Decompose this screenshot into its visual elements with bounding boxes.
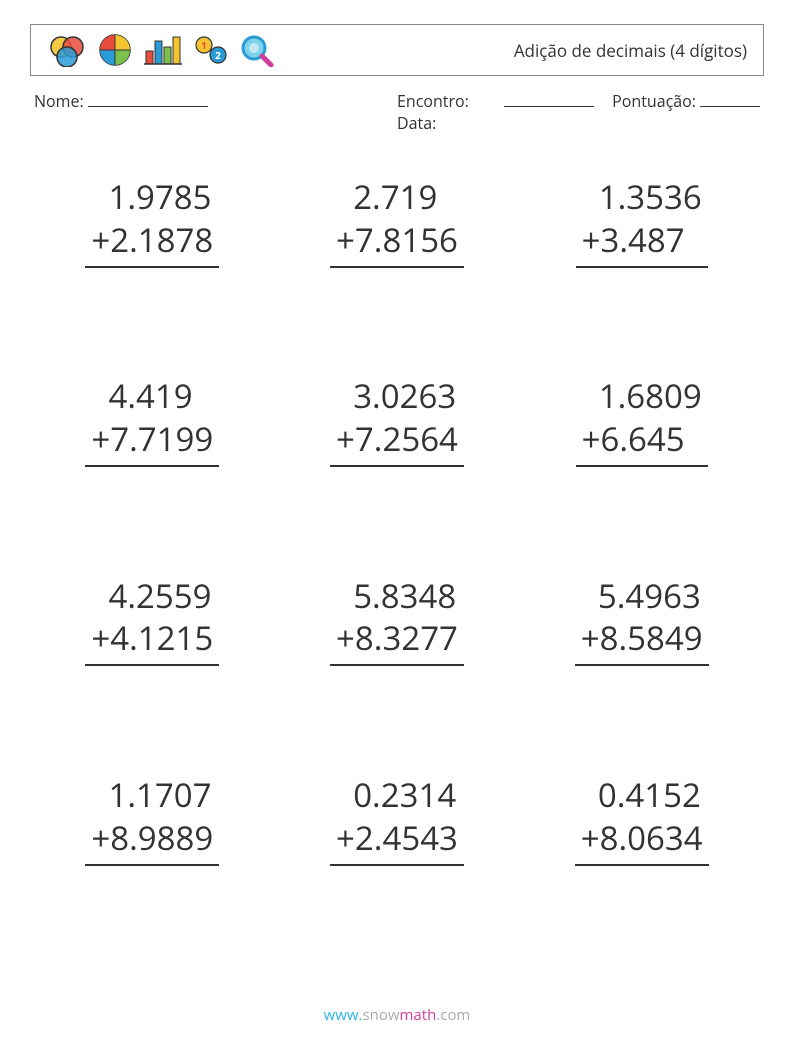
score-blank[interactable] xyxy=(700,92,760,107)
addend-top: 1.9785 xyxy=(85,176,219,219)
problem-1: 1.9785+2.1878 xyxy=(50,176,255,335)
sum-rule xyxy=(575,864,709,866)
footer-www: www xyxy=(324,1005,359,1025)
name-field: Nome: xyxy=(34,90,397,134)
footer-math: math xyxy=(400,1005,437,1025)
venn-small-icon: 1 2 xyxy=(193,33,229,67)
addend-bottom: +7.2564 xyxy=(330,418,464,461)
addend-bottom: +2.4543 xyxy=(330,817,464,860)
problem-stack: 4.419+7.7199 xyxy=(85,375,219,467)
problem-11: 0.2314+2.4543 xyxy=(295,774,500,933)
problem-stack: 4.2559+4.1215 xyxy=(85,575,219,667)
problem-stack: 2.719+7.8156 xyxy=(330,176,464,268)
problem-stack: 5.8348+8.3277 xyxy=(330,575,464,667)
sum-rule xyxy=(330,664,464,666)
problem-2: 2.719+7.8156 xyxy=(295,176,500,335)
addend-top: 2.719 xyxy=(330,176,464,219)
date-field: Encontro: Data: xyxy=(397,90,594,134)
addend-top: 1.3536 xyxy=(576,176,708,219)
sum-rule xyxy=(576,266,708,268)
sum-rule xyxy=(575,664,709,666)
score-label: Pontuação: xyxy=(612,90,696,112)
footer: www.snowmath.com xyxy=(0,1005,794,1025)
venn-circles-icon xyxy=(47,33,87,67)
addend-bottom: +6.645 xyxy=(576,418,708,461)
sum-rule xyxy=(85,465,219,467)
problem-stack: 5.4963+8.5849 xyxy=(575,575,709,667)
addend-bottom: +2.1878 xyxy=(85,219,219,262)
addend-top: 1.1707 xyxy=(85,774,219,817)
problem-stack: 1.6809+6.645 xyxy=(576,375,708,467)
footer-dotcom: .com xyxy=(436,1005,470,1025)
svg-text:1: 1 xyxy=(201,38,207,52)
magnifier-icon xyxy=(239,33,275,67)
sum-rule xyxy=(85,864,219,866)
problem-stack: 1.1707+8.9889 xyxy=(85,774,219,866)
addend-top: 0.4152 xyxy=(575,774,709,817)
addend-bottom: +8.9889 xyxy=(85,817,219,860)
problem-6: 1.6809+6.645 xyxy=(539,375,744,534)
sum-rule xyxy=(330,864,464,866)
header-icon-strip: 1 2 xyxy=(47,33,275,67)
addend-top: 4.2559 xyxy=(85,575,219,618)
addend-bottom: +8.0634 xyxy=(575,817,709,860)
problem-12: 0.4152+8.0634 xyxy=(539,774,744,933)
addend-top: 5.8348 xyxy=(330,575,464,618)
footer-snow: snow xyxy=(363,1005,400,1025)
problem-4: 4.419+7.7199 xyxy=(50,375,255,534)
addend-top: 3.0263 xyxy=(330,375,464,418)
sum-rule xyxy=(330,266,464,268)
addend-top: 0.2314 xyxy=(330,774,464,817)
pie-chart-icon xyxy=(97,33,133,67)
addend-bottom: +4.1215 xyxy=(85,617,219,660)
bar-chart-icon xyxy=(143,33,183,67)
worksheet-page: 1 2 Adição de decimais (4 dígitos) Nome:… xyxy=(0,0,794,1053)
addend-top: 1.6809 xyxy=(576,375,708,418)
addend-bottom: +8.5849 xyxy=(575,617,709,660)
addend-bottom: +3.487 xyxy=(576,219,708,262)
score-field: Pontuação: xyxy=(612,90,760,134)
addend-top: 5.4963 xyxy=(575,575,709,618)
addend-top: 4.419 xyxy=(85,375,219,418)
problem-10: 1.1707+8.9889 xyxy=(50,774,255,933)
addend-bottom: +8.3277 xyxy=(330,617,464,660)
addend-bottom: +7.7199 xyxy=(85,418,219,461)
problem-stack: 1.3536+3.487 xyxy=(576,176,708,268)
addend-bottom: +7.8156 xyxy=(330,219,464,262)
name-label: Nome: xyxy=(34,90,84,112)
worksheet-title: Adição de decimais (4 dígitos) xyxy=(514,39,747,62)
problem-8: 5.8348+8.3277 xyxy=(295,575,500,734)
problem-7: 4.2559+4.1215 xyxy=(50,575,255,734)
problem-3: 1.3536+3.487 xyxy=(539,176,744,335)
problem-9: 5.4963+8.5849 xyxy=(539,575,744,734)
problem-stack: 0.4152+8.0634 xyxy=(575,774,709,866)
sum-rule xyxy=(85,266,219,268)
problems-grid: 1.9785+2.1878 2.719+7.8156 1.3536+3.487 … xyxy=(30,146,764,1053)
sum-rule xyxy=(576,465,708,467)
sum-rule xyxy=(85,664,219,666)
problem-5: 3.0263+7.2564 xyxy=(295,375,500,534)
sum-rule xyxy=(330,465,464,467)
info-row: Nome: Encontro: Data: Pontuação: xyxy=(30,90,764,134)
problem-stack: 1.9785+2.1878 xyxy=(85,176,219,268)
header-box: 1 2 Adição de decimais (4 dígitos) xyxy=(30,24,764,76)
problem-stack: 0.2314+2.4543 xyxy=(330,774,464,866)
date-blank[interactable] xyxy=(504,92,594,107)
date-label: Encontro: Data: xyxy=(397,90,500,134)
svg-text:2: 2 xyxy=(215,48,221,62)
name-blank[interactable] xyxy=(88,92,208,107)
problem-stack: 3.0263+7.2564 xyxy=(330,375,464,467)
